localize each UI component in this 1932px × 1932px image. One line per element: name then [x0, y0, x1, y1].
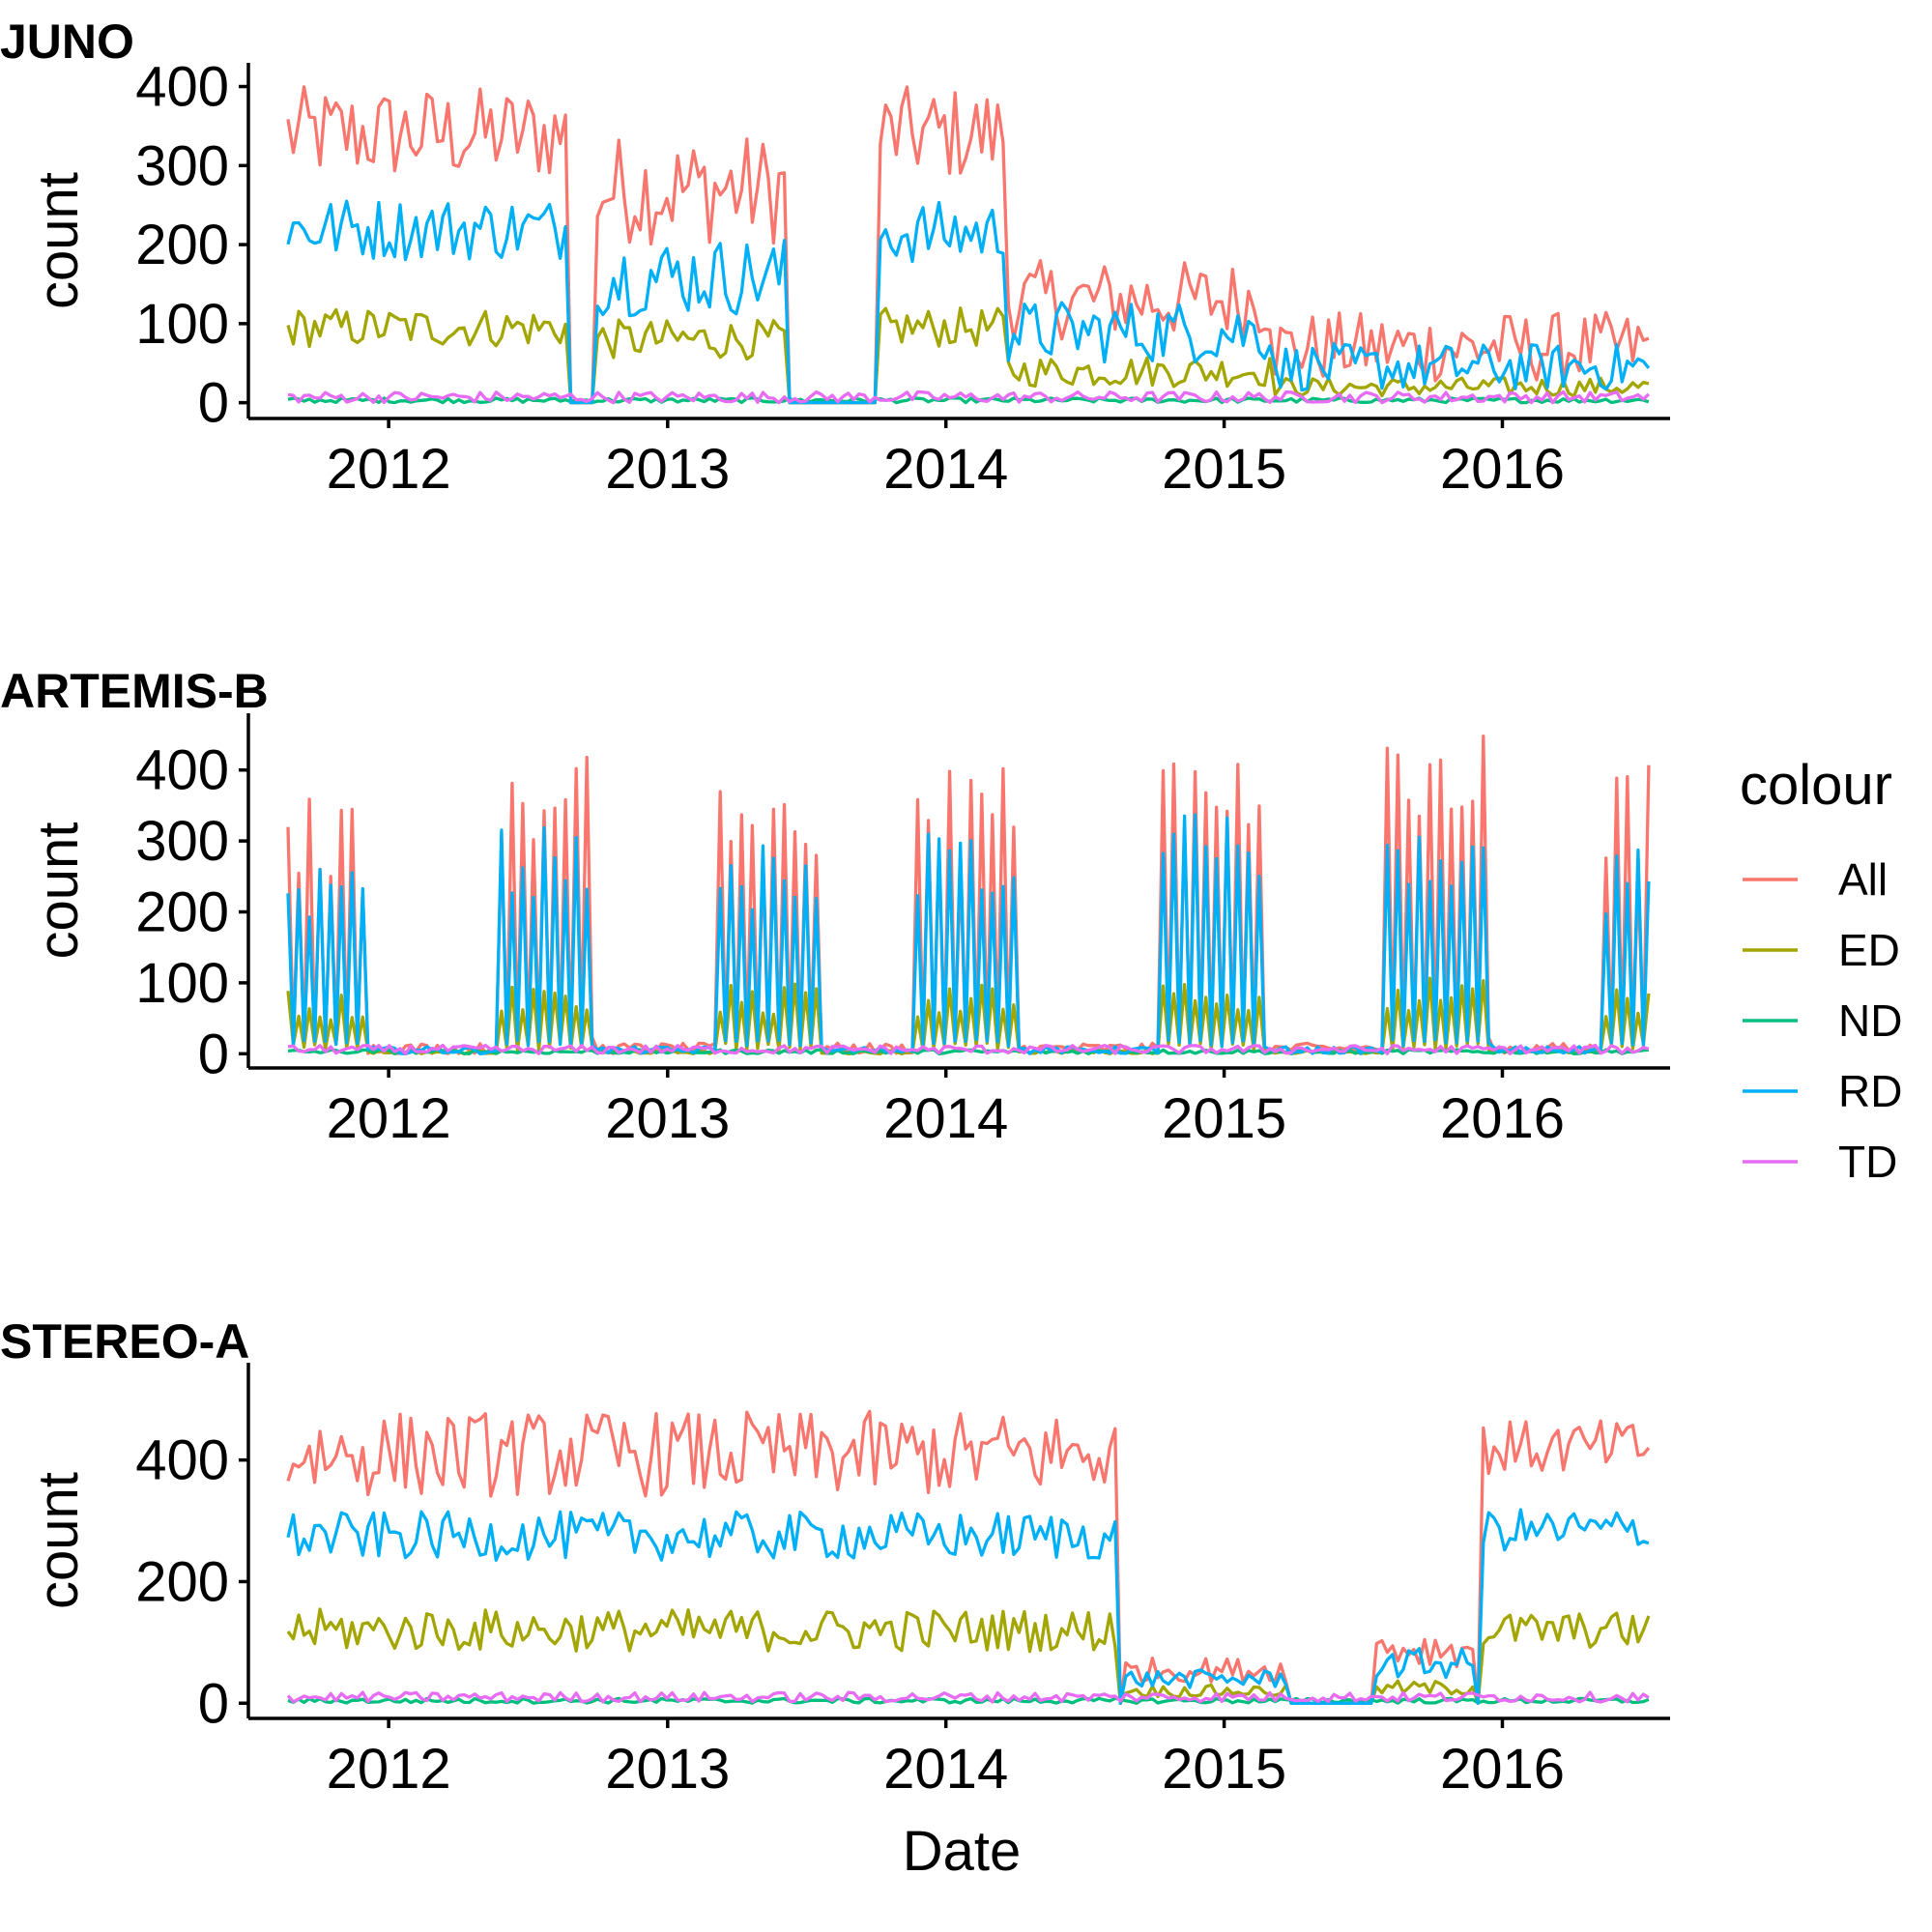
series-line-td-juno	[287, 389, 1651, 405]
legend-label-nd: ND	[1838, 995, 1902, 1046]
legend-label-ed: ED	[1838, 925, 1900, 975]
series-line-ed-stereo-a	[286, 1607, 1651, 1705]
series-line-ed-juno	[286, 306, 1650, 405]
series-line-rd-juno	[286, 199, 1651, 405]
y-tick-label-juno: 100	[135, 293, 229, 356]
x-tick-label-stereo-a: 2014	[883, 1738, 1008, 1801]
x-tick-label-artemis-b: 2014	[883, 1087, 1008, 1150]
panel-stereo-a: STEREO-A 0 200 400 2012 2013 2014 2015 2016 coun…	[0, 1314, 1670, 1801]
plot-area-artemis-b: 0 100 200 300 400 2012 2013 2014 2015 2016 count	[27, 713, 1670, 1150]
y-axis-title-artemis-b: count	[27, 822, 90, 960]
legend-label-all: All	[1838, 854, 1888, 905]
y-tick-label-juno: 300	[135, 134, 229, 197]
plot-area-stereo-a: 0 200 400 2012 2013 2014 2015 2016 count	[27, 1363, 1670, 1801]
y-tick-label-artemis-b: 400	[135, 739, 229, 802]
legend: colour All ED ND RD TD	[1740, 754, 1902, 1187]
y-tick-label-juno: 400	[135, 56, 229, 119]
y-axis-title-stereo-a: count	[27, 1472, 90, 1609]
y-tick-label-stereo-a: 0	[198, 1672, 229, 1735]
panel-juno: JUNO 0 100 200 300 400 2012 2013 2014 2015 2016 co…	[0, 14, 1670, 501]
x-tick-label-stereo-a: 2015	[1162, 1738, 1286, 1801]
x-tick-label-stereo-a: 2013	[605, 1738, 730, 1801]
y-tick-label-stereo-a: 400	[135, 1429, 229, 1492]
x-tick-label-artemis-b: 2016	[1440, 1087, 1565, 1150]
x-axis-title: Date	[903, 1820, 1022, 1883]
panel-title-artemis-b: ARTEMIS-B	[0, 664, 269, 718]
panel-title-stereo-a: STEREO-A	[0, 1314, 249, 1369]
series-line-all-stereo-a	[286, 1409, 1651, 1705]
series-line-nd-stereo-a	[287, 1696, 1650, 1705]
x-tick-label-artemis-b: 2012	[327, 1087, 451, 1150]
y-tick-label-artemis-b: 300	[135, 810, 229, 873]
x-tick-label-juno: 2014	[883, 438, 1008, 501]
y-tick-label-artemis-b: 100	[135, 952, 229, 1015]
x-tick-label-stereo-a: 2016	[1440, 1738, 1565, 1801]
x-tick-label-juno: 2013	[605, 438, 730, 501]
panel-title-juno: JUNO	[0, 14, 134, 69]
legend-title: colour	[1740, 754, 1892, 817]
x-tick-label-artemis-b: 2013	[605, 1087, 730, 1150]
x-tick-label-juno: 2016	[1440, 438, 1565, 501]
y-tick-label-artemis-b: 0	[198, 1023, 229, 1085]
series-line-rd-artemis-b	[286, 813, 1651, 1055]
series-line-td-artemis-b	[287, 1043, 1650, 1055]
x-tick-label-stereo-a: 2012	[327, 1738, 451, 1801]
legend-label-td: TD	[1838, 1137, 1897, 1187]
y-tick-label-stereo-a: 200	[135, 1550, 229, 1613]
legend-items: All ED ND RD TD	[1743, 854, 1902, 1187]
plot-area-juno: 0 100 200 300 400 2012 2013 2014 2015 2016 count	[27, 56, 1670, 501]
x-tick-label-juno: 2015	[1162, 438, 1286, 501]
series-line-rd-stereo-a	[286, 1508, 1650, 1705]
panel-artemis-b: ARTEMIS-B 0 100 200 300 400 2012 2013 2014 2015 2…	[0, 664, 1670, 1150]
y-axis-title-juno: count	[27, 172, 90, 309]
y-tick-label-juno: 0	[198, 372, 229, 435]
legend-label-rd: RD	[1838, 1066, 1902, 1116]
y-tick-label-juno: 200	[135, 214, 229, 276]
x-tick-label-artemis-b: 2015	[1162, 1087, 1286, 1150]
series-line-td-stereo-a	[286, 1690, 1650, 1704]
x-tick-label-juno: 2012	[327, 438, 451, 501]
y-tick-label-artemis-b: 200	[135, 881, 229, 944]
series-line-all-juno	[286, 85, 1650, 405]
series-line-ed-artemis-b	[286, 976, 1651, 1055]
